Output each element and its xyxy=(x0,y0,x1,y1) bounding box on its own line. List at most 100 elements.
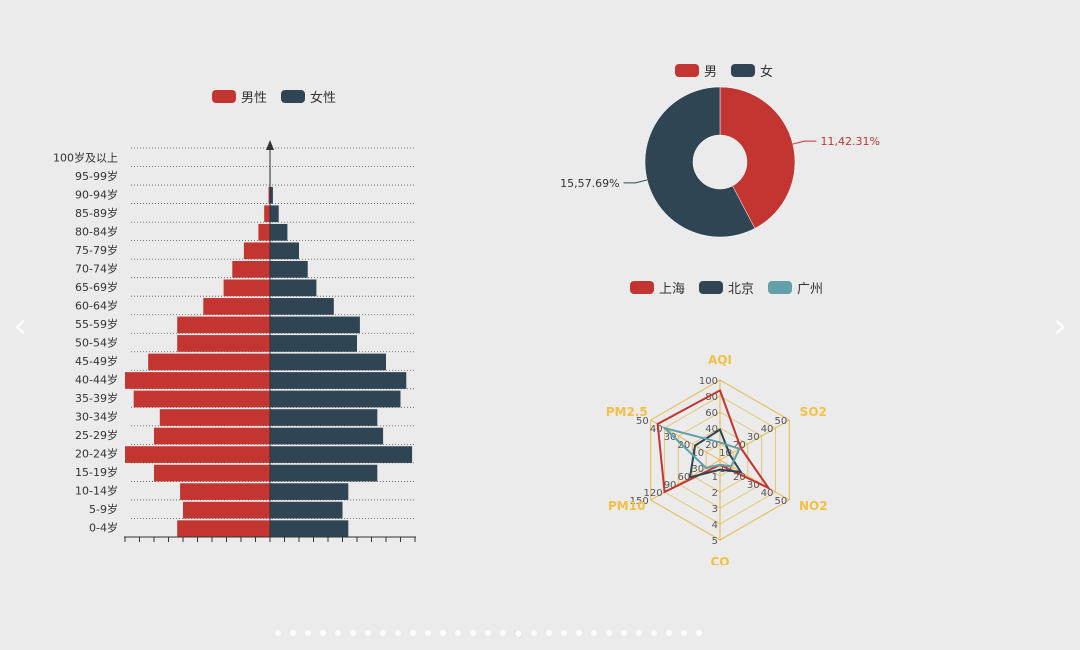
pagination-dot[interactable] xyxy=(365,630,371,636)
pagination-dot[interactable] xyxy=(320,630,326,636)
female-bar xyxy=(270,409,378,426)
radar-series-line xyxy=(661,426,741,470)
female-bar xyxy=(270,316,360,334)
age-tick-label: 15-19岁 xyxy=(75,465,118,479)
radar-indicator-label: AQI xyxy=(708,353,732,367)
next-slide-button[interactable]: › xyxy=(1045,309,1075,343)
age-tick-label: 50-54岁 xyxy=(75,336,118,350)
age-tick-label: 30-34岁 xyxy=(75,410,118,424)
radar-tick-label: 50 xyxy=(775,496,788,507)
male-bar xyxy=(223,279,270,297)
legend-item-male[interactable]: 男性 xyxy=(212,87,267,106)
gender-donut-chart: 11,42.31% 15,57.69% xyxy=(560,86,880,238)
radar-tick-label: 2 xyxy=(712,488,718,499)
pagination-dot[interactable] xyxy=(621,630,627,636)
radar-tick-label: 40 xyxy=(650,424,663,435)
male-bar xyxy=(154,427,270,445)
radar-tick-label: 30 xyxy=(664,432,677,443)
radar-tick-label: 10 xyxy=(719,448,732,459)
male-bar xyxy=(183,501,270,519)
age-tick-label: 0-4岁 xyxy=(89,521,118,535)
chevron-right-icon: › xyxy=(1053,306,1067,346)
pagination-dot[interactable] xyxy=(561,630,567,636)
pagination-dot[interactable] xyxy=(666,630,672,636)
age-tick-label: 20-24岁 xyxy=(75,447,118,461)
pagination-dot[interactable] xyxy=(380,630,386,636)
pagination-dot[interactable] xyxy=(275,630,281,636)
legend-item-male[interactable]: 男 xyxy=(675,61,717,80)
pagination-dot[interactable] xyxy=(350,630,356,636)
radar-tick-label: 150 xyxy=(630,496,649,507)
pagination-dot[interactable] xyxy=(681,630,687,636)
legend-label: 女性 xyxy=(310,91,337,106)
legend-item-guangzhou[interactable]: 广州 xyxy=(768,278,823,297)
legend-label: 男性 xyxy=(241,91,268,106)
male-bar xyxy=(268,186,270,204)
legend-item-beijing[interactable]: 北京 xyxy=(699,278,754,297)
pagination-dot[interactable] xyxy=(606,630,612,636)
radar-indicator-label: PM10 xyxy=(608,499,645,513)
radar-tick-label: 20 xyxy=(705,440,718,451)
female-bar xyxy=(270,260,308,278)
air-quality-radar-panel: 上海 北京 广州 20 40 60 80 100 10 20 30 40 50 10 20 30 40 50… xyxy=(540,260,1080,565)
pagination-dot[interactable] xyxy=(651,630,657,636)
legend-item-female[interactable]: 女 xyxy=(731,61,773,80)
age-tick-label: 25-29岁 xyxy=(75,428,118,442)
male-bar xyxy=(203,298,270,315)
female-bar xyxy=(270,427,384,445)
pagination-dot[interactable] xyxy=(305,630,311,636)
donut-slice xyxy=(719,86,796,229)
pagination-dot[interactable] xyxy=(455,630,461,636)
donut-slice-label: 15,57.69% xyxy=(560,177,619,190)
pagination-dot[interactable] xyxy=(485,630,491,636)
legend-item-female[interactable]: 女性 xyxy=(281,87,336,106)
radar-tick-label: 30 xyxy=(747,480,760,491)
age-tick-label: 70-74岁 xyxy=(75,261,118,275)
y-axis-arrow xyxy=(266,140,274,150)
radar-tick-label: 40 xyxy=(705,424,718,435)
pagination-dot[interactable] xyxy=(290,630,296,636)
pagination-dot[interactable] xyxy=(470,630,476,636)
radar-tick-label: 20 xyxy=(733,472,746,483)
pagination-dot[interactable] xyxy=(531,630,537,636)
male-bar xyxy=(159,409,270,426)
donut-legend: 男 女 xyxy=(675,61,773,80)
male-bar xyxy=(258,223,270,241)
radar-tick-label: 100 xyxy=(699,376,718,387)
female-bar xyxy=(270,372,407,389)
pagination-dot[interactable] xyxy=(591,630,597,636)
female-bar xyxy=(270,353,386,371)
male-bar xyxy=(243,242,270,260)
radar-tick-label: 3 xyxy=(712,504,718,515)
pagination-dot[interactable] xyxy=(500,630,506,636)
radar-tick-label: 40 xyxy=(761,488,774,499)
age-tick-label: 95-99岁 xyxy=(75,169,118,183)
chevron-left-icon: ‹ xyxy=(13,306,27,346)
prev-slide-button[interactable]: ‹ xyxy=(5,309,35,343)
male-bar xyxy=(177,335,270,352)
pagination-dot[interactable] xyxy=(696,630,702,636)
radar-tick-label: 5 xyxy=(712,536,718,547)
radar-indicator-label: SO2 xyxy=(800,405,827,419)
pagination-dot[interactable] xyxy=(546,630,552,636)
radar-tick-label: 30 xyxy=(691,464,704,475)
male-bar xyxy=(232,260,270,278)
pagination-dot[interactable] xyxy=(576,630,582,636)
legend-item-shanghai[interactable]: 上海 xyxy=(630,278,685,297)
pagination-dot[interactable] xyxy=(410,630,416,636)
pagination-dot[interactable] xyxy=(515,630,522,637)
legend-swatch xyxy=(281,90,306,103)
pagination-dot[interactable] xyxy=(395,630,401,636)
pagination-dot[interactable] xyxy=(636,630,642,636)
legend-label: 广州 xyxy=(797,282,824,297)
female-bar xyxy=(270,298,334,315)
radar-indicator-label: CO xyxy=(710,555,729,565)
population-pyramid-panel: 男性 女性 0-4岁 5-9岁 10-14岁 15-19岁 20-24岁 25-29岁 30… xyxy=(0,0,540,560)
female-bar xyxy=(270,279,317,297)
pagination-dot[interactable] xyxy=(425,630,431,636)
pagination-dot[interactable] xyxy=(440,630,446,636)
female-bar xyxy=(270,464,378,482)
male-bar xyxy=(133,390,270,408)
female-bar xyxy=(270,242,299,260)
pagination-dot[interactable] xyxy=(335,630,341,636)
